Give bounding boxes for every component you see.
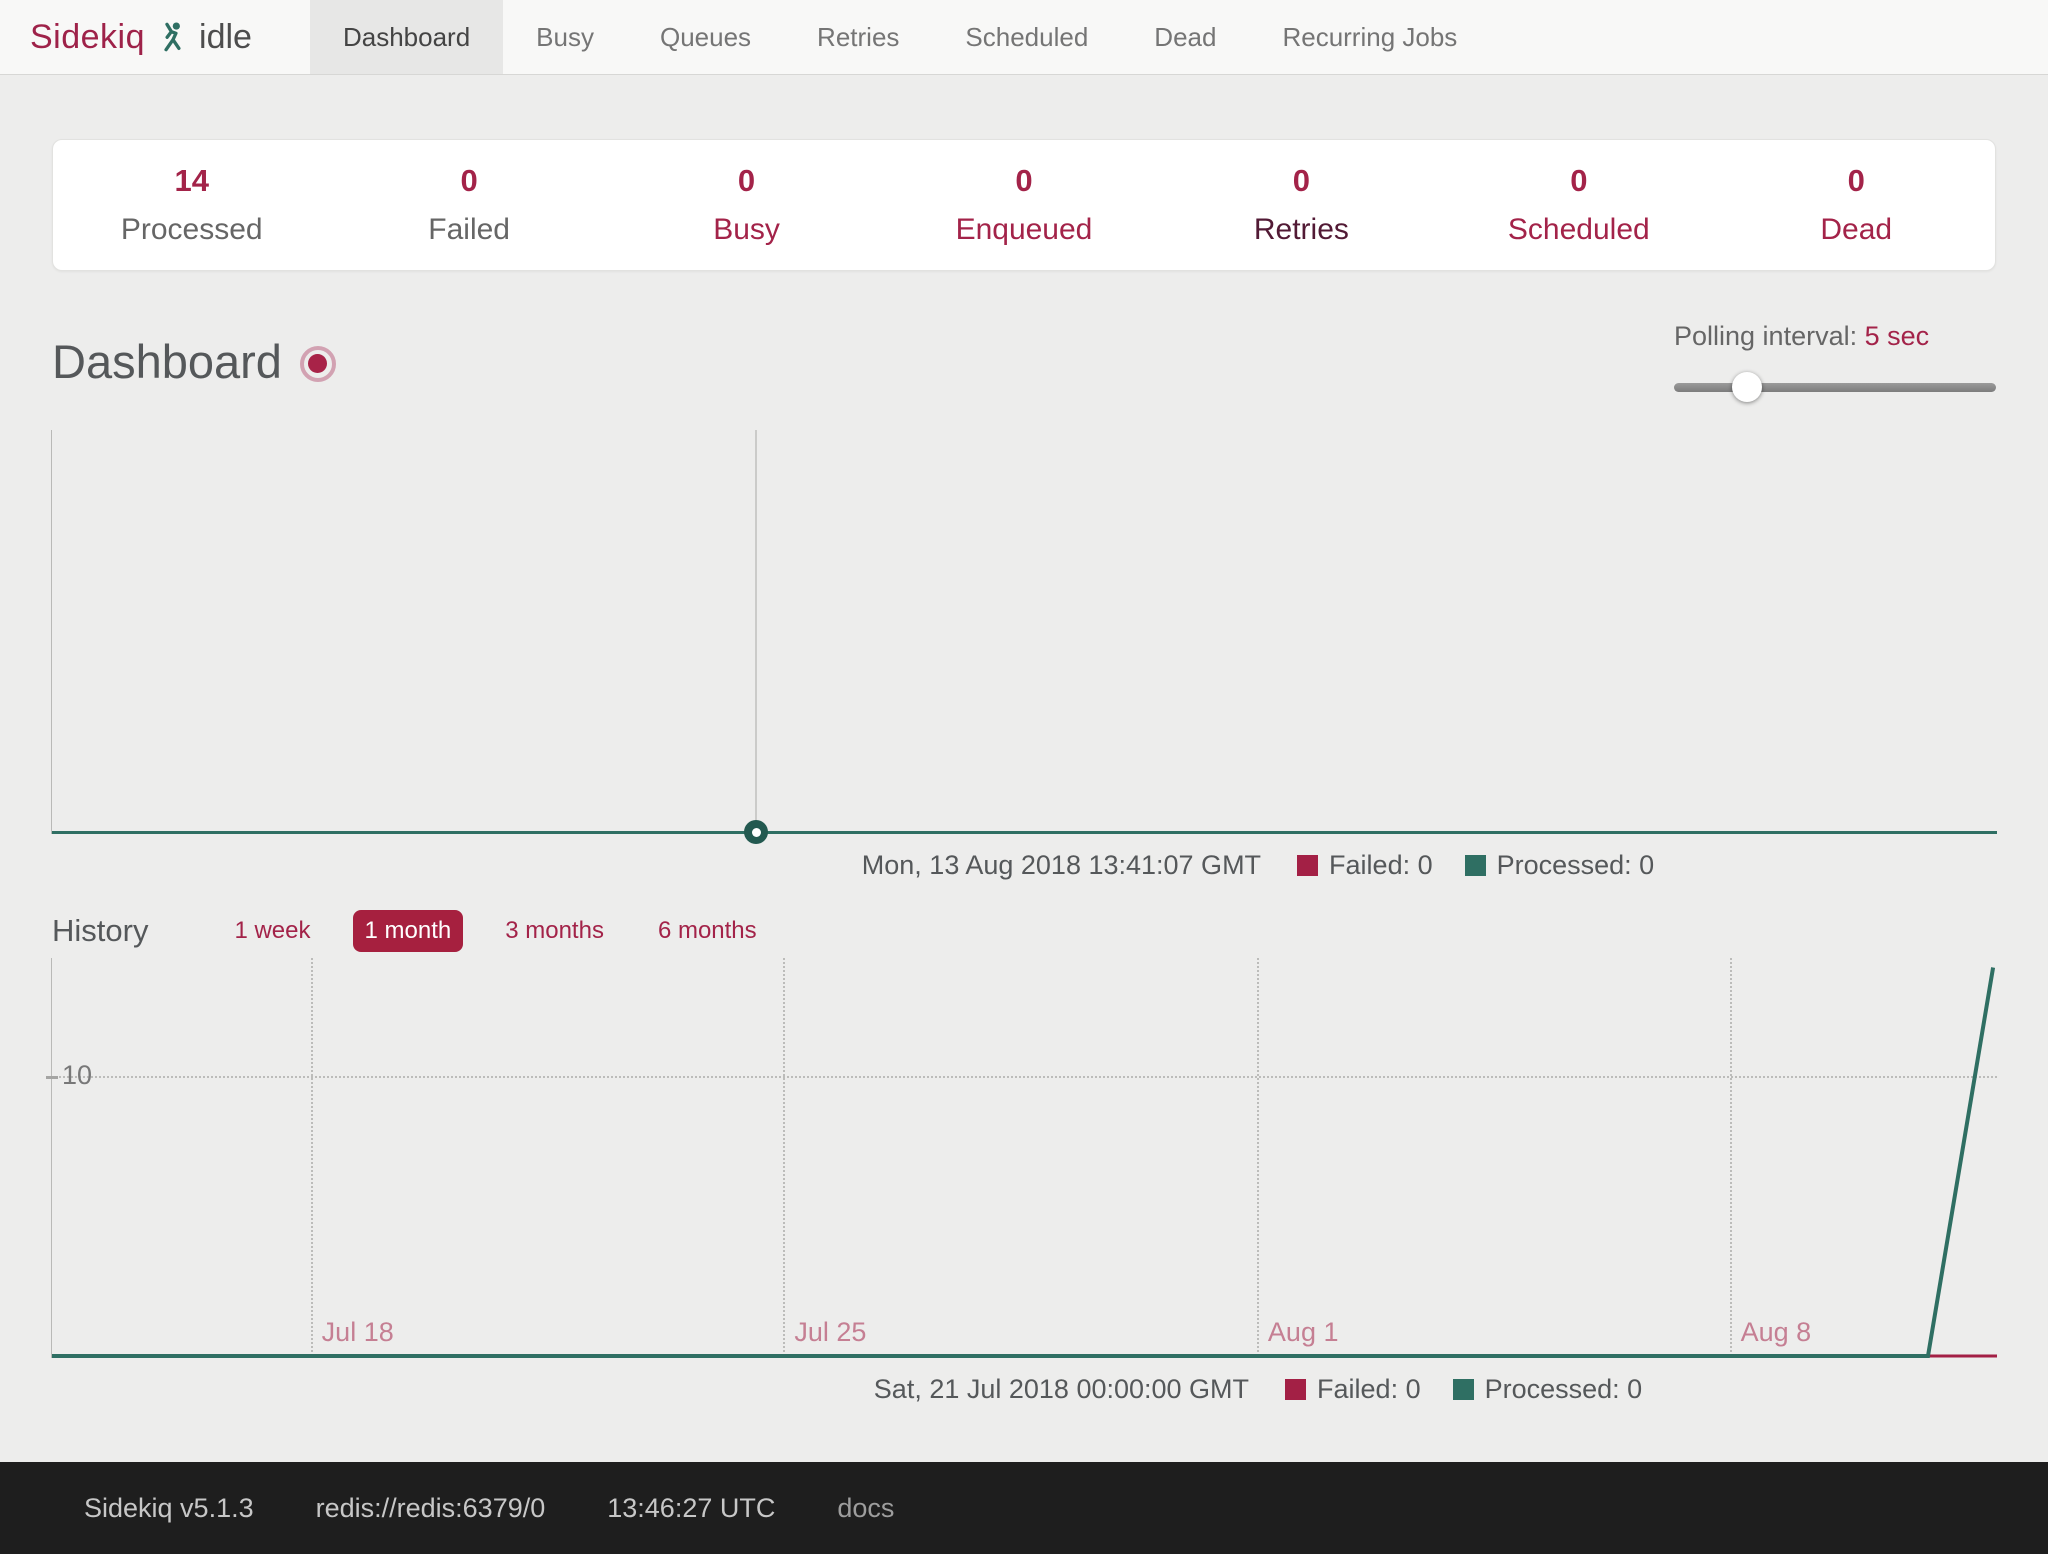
stat-enqueued-value: 0 xyxy=(1015,163,1033,198)
realtime-processed-label: Processed: 0 xyxy=(1496,849,1655,880)
tab-queues[interactable]: Queues xyxy=(659,21,752,52)
footer-time: 13:46:27 UTC xyxy=(607,1492,776,1523)
history-chart: 10 Jul 18 Jul 25 Aug 1 Aug 8 xyxy=(45,958,1997,1358)
tab-dead[interactable]: Dead xyxy=(1154,21,1217,52)
stat-processed-label: Processed xyxy=(120,213,263,246)
x-gridline-jul18: Jul 18 xyxy=(310,958,394,1356)
stat-dead[interactable]: 0 Dead xyxy=(1718,163,1995,247)
nav-tabs: Dashboard Busy Queues Retries Scheduled … xyxy=(309,0,1490,74)
polling-slider-thumb[interactable] xyxy=(1731,372,1762,402)
tab-retries[interactable]: Retries xyxy=(817,21,900,52)
history-header-row: History 1 week 1 month 3 months 6 months xyxy=(52,908,1996,954)
x-gridline-aug8: Aug 8 xyxy=(1729,958,1811,1356)
history-processed-label: Processed: 0 xyxy=(1484,1373,1643,1404)
stat-busy-label: Busy xyxy=(713,213,780,246)
stats-summary-card: 14 Processed 0 Failed 0 Busy 0 Enqueued … xyxy=(52,139,1996,271)
processed-swatch-icon xyxy=(1464,854,1486,876)
stat-failed-value: 0 xyxy=(460,163,478,198)
navbar: Sidekiq idle Dashboard Busy Queues Retri… xyxy=(0,0,2048,75)
history-title: History xyxy=(52,913,149,948)
sidekiq-figure-icon xyxy=(157,21,189,53)
realtime-legend: Mon, 13 Aug 2018 13:41:07 GMT Failed: 0 … xyxy=(250,848,2048,882)
stat-enqueued-label: Enqueued xyxy=(955,213,1093,246)
stat-scheduled-value: 0 xyxy=(1570,163,1588,198)
history-legend: Sat, 21 Jul 2018 00:00:00 GMT Failed: 0 … xyxy=(250,1372,2048,1406)
stat-failed-label: Failed xyxy=(428,213,510,246)
stat-retries-label: Retries xyxy=(1253,213,1349,246)
stat-retries-value: 0 xyxy=(1292,163,1311,198)
stat-scheduled[interactable]: 0 Scheduled xyxy=(1440,163,1717,247)
range-1-week[interactable]: 1 week xyxy=(234,917,311,944)
stat-busy[interactable]: 0 Busy xyxy=(608,163,885,247)
range-3-months[interactable]: 3 months xyxy=(505,917,604,944)
footer: Sidekiq v5.1.3 redis://redis:6379/0 13:4… xyxy=(0,1462,2048,1554)
polling-label: Polling interval: 5 sec xyxy=(1674,321,1930,351)
stat-failed: 0 Failed xyxy=(330,163,607,247)
realtime-legend-date: Mon, 13 Aug 2018 13:41:07 GMT xyxy=(861,849,1262,880)
history-failed-label: Failed: 0 xyxy=(1317,1373,1421,1404)
realtime-failed-label: Failed: 0 xyxy=(1329,849,1433,880)
polling-control: Polling interval: 5 sec xyxy=(1674,321,1996,402)
y-gridline-10: 10 xyxy=(45,1060,1997,1090)
failed-swatch-icon xyxy=(1297,854,1319,876)
footer-version: Sidekiq v5.1.3 xyxy=(84,1492,254,1523)
stat-dead-label: Dead xyxy=(1820,213,1893,246)
stat-scheduled-label: Scheduled xyxy=(1507,213,1650,246)
stat-dead-value: 0 xyxy=(1847,163,1865,198)
stat-busy-value: 0 xyxy=(737,163,756,198)
stat-retries[interactable]: 0 Retries xyxy=(1163,163,1440,247)
tab-scheduled[interactable]: Scheduled xyxy=(965,21,1089,52)
tab-dashboard[interactable]: Dashboard xyxy=(309,0,504,74)
footer-redis-url: redis://redis:6379/0 xyxy=(315,1492,546,1523)
stat-enqueued[interactable]: 0 Enqueued xyxy=(885,163,1162,247)
range-1-month[interactable]: 1 month xyxy=(352,910,464,952)
dashboard-header-row: Dashboard Polling interval: 5 sec xyxy=(52,321,1996,402)
failed-swatch-icon xyxy=(1285,1378,1307,1400)
brand-name[interactable]: Sidekiq xyxy=(30,17,146,56)
stat-processed: 14 Processed xyxy=(53,163,330,247)
realtime-cursor-line xyxy=(755,430,758,832)
status-text: idle xyxy=(199,17,252,56)
processed-swatch-icon xyxy=(1452,1378,1474,1400)
page-title: Dashboard xyxy=(52,335,282,388)
polling-slider[interactable] xyxy=(1674,372,1996,402)
footer-docs-link[interactable]: docs xyxy=(837,1492,895,1523)
range-6-months[interactable]: 6 months xyxy=(657,917,757,944)
tab-recurring-jobs[interactable]: Recurring Jobs xyxy=(1282,21,1458,52)
history-series-svg xyxy=(52,967,1997,1358)
brand: Sidekiq idle xyxy=(0,0,252,74)
live-beacon-icon xyxy=(299,345,336,382)
polling-interval-link[interactable]: 5 sec xyxy=(1864,321,1930,351)
history-legend-date: Sat, 21 Jul 2018 00:00:00 GMT xyxy=(873,1373,1250,1404)
realtime-chart xyxy=(51,430,1997,844)
y-tick-label: 10 xyxy=(45,1060,93,1091)
tab-busy[interactable]: Busy xyxy=(536,21,594,52)
stat-processed-value: 14 xyxy=(174,163,209,198)
realtime-cursor-marker xyxy=(744,820,769,844)
x-gridline-jul25: Jul 25 xyxy=(783,958,866,1356)
polling-slider-track[interactable] xyxy=(1674,383,1996,392)
x-gridline-aug1: Aug 1 xyxy=(1256,958,1338,1356)
realtime-processed-line xyxy=(52,831,1997,834)
